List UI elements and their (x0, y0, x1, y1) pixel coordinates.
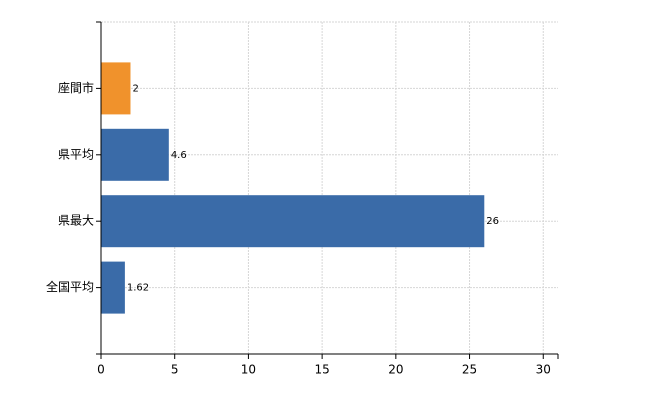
data-label: 4.6 (171, 150, 187, 161)
bar (101, 261, 125, 314)
y-tick-label: 県平均 (58, 147, 94, 161)
data-label: 1.62 (127, 283, 149, 294)
bar (101, 128, 169, 181)
data-label: 2 (132, 83, 138, 94)
bar (101, 195, 485, 248)
x-tick-label: 5 (171, 363, 179, 377)
x-tick-label: 15 (314, 363, 329, 377)
data-label: 26 (486, 216, 499, 227)
y-tick-label: 全国平均 (46, 279, 94, 294)
x-tick-label: 30 (536, 363, 551, 377)
x-tick-label: 10 (241, 363, 256, 377)
bar (101, 62, 131, 115)
x-tick-label: 0 (97, 363, 105, 377)
y-tick-label: 座間市 (58, 80, 94, 95)
x-tick-label: 20 (388, 363, 403, 377)
x-tick-label: 25 (462, 363, 477, 377)
y-tick-label: 県最大 (58, 214, 94, 228)
